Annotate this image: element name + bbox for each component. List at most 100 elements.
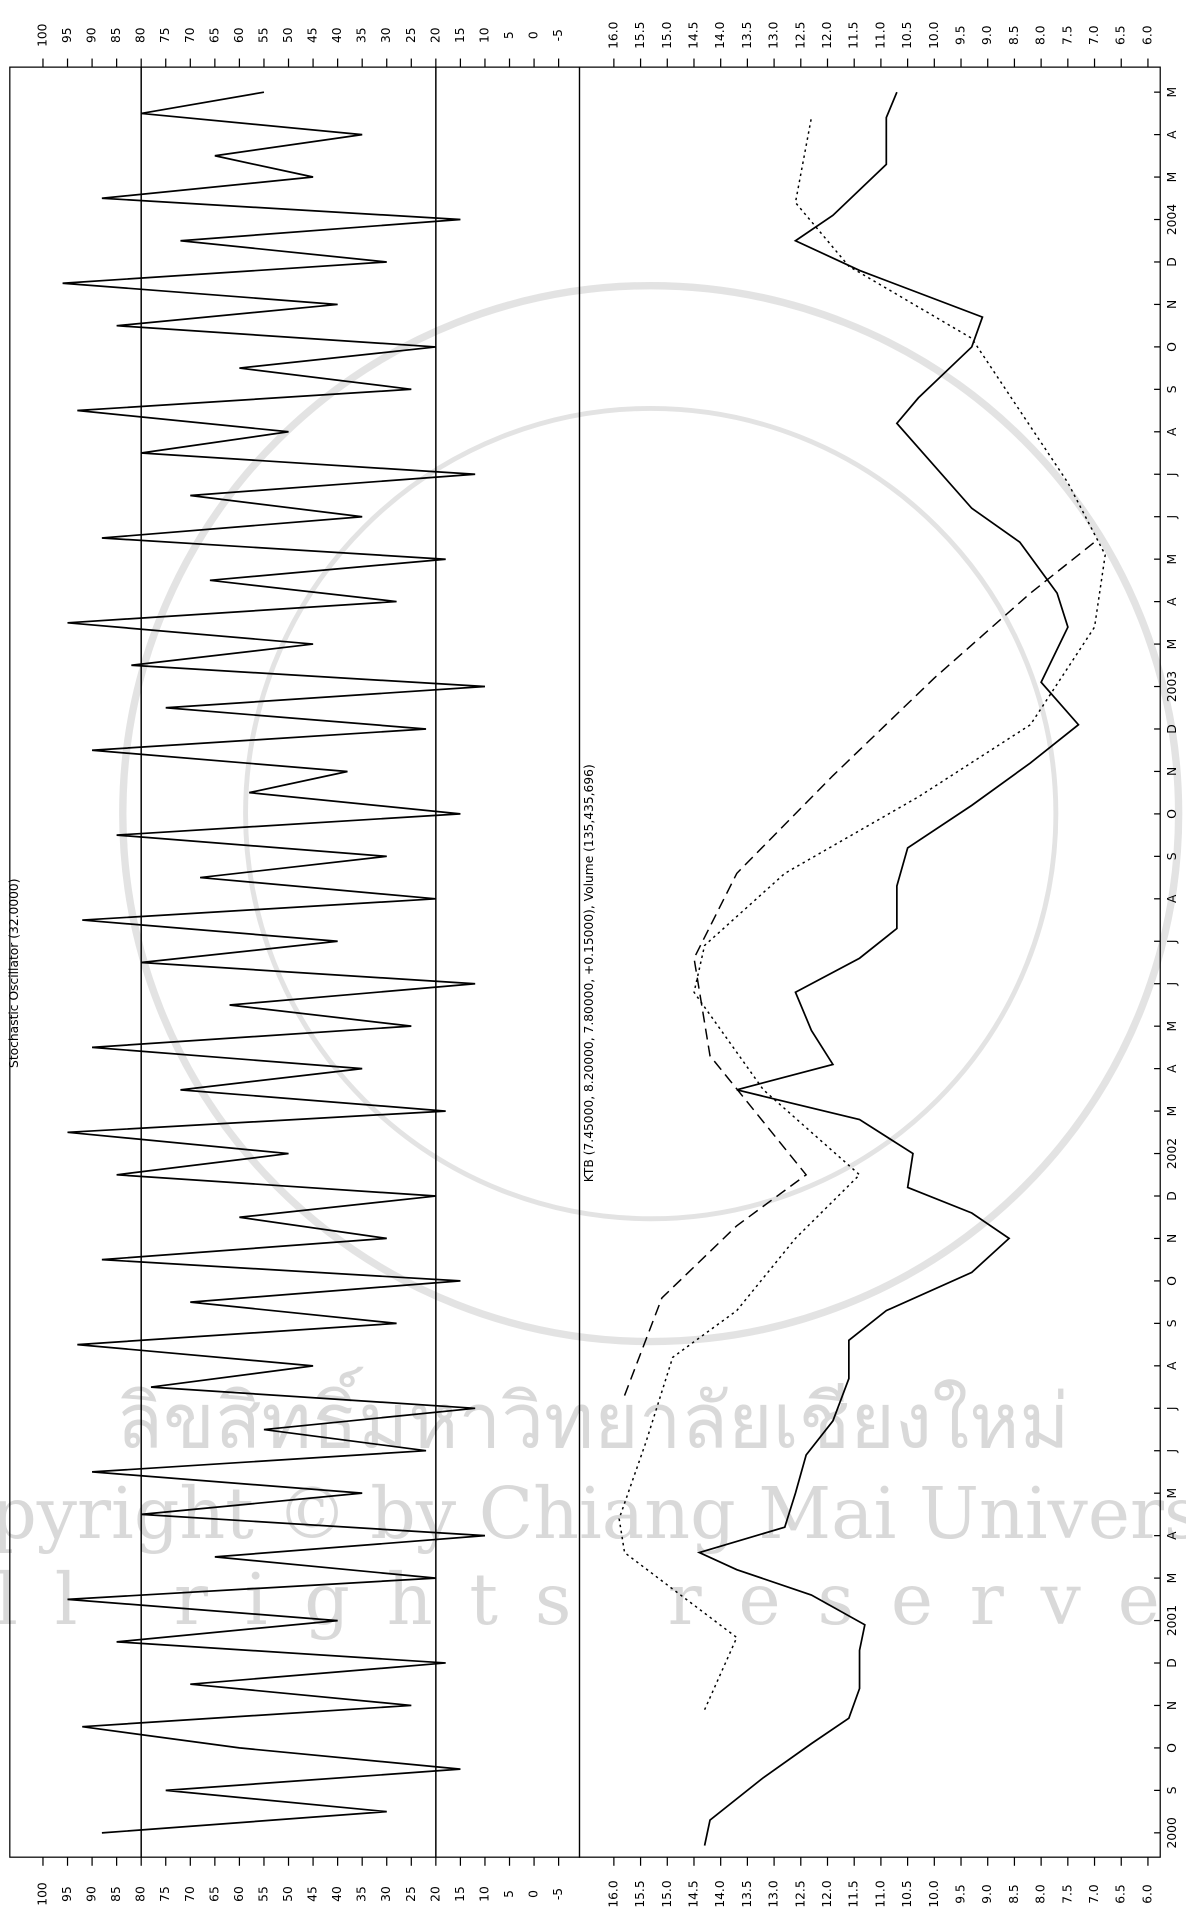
series-line — [696, 91, 1080, 1846]
x-tick-label: M — [1165, 172, 1179, 183]
y-tick-label: 0 — [527, 1890, 541, 1898]
x-tick-label: 2004 — [1165, 204, 1179, 235]
y-tick-label: 100 — [35, 24, 49, 47]
y-tick-label: 6.0 — [1140, 1884, 1154, 1904]
y-tick-label: 55 — [256, 27, 270, 43]
y-tick-label: 25 — [404, 27, 418, 43]
y-tick-label: 5 — [502, 31, 516, 39]
y-tick-label: 85 — [109, 27, 123, 43]
y-tick-label: 8.0 — [1034, 1884, 1048, 1904]
x-tick-label: N — [1165, 767, 1179, 776]
y-tick-label: 60 — [232, 1886, 246, 1902]
y-tick-label: 10 — [477, 27, 491, 43]
y-tick-label: 12.5 — [793, 22, 807, 49]
y-tick-label: -5 — [551, 1888, 565, 1900]
y-tick-label: 15.0 — [660, 22, 674, 49]
watermark-rights: All rights reserved — [0, 1558, 1186, 1641]
y-tick-label: 85 — [109, 1886, 123, 1902]
y-tick-label: 15.5 — [633, 22, 647, 49]
x-tick-label: D — [1165, 257, 1179, 266]
y-tick-label: 12.5 — [793, 1880, 807, 1907]
y-tick-label: 8.5 — [1007, 25, 1021, 45]
y-tick-label: 6.5 — [1114, 25, 1128, 45]
y-tick-label: 15 — [453, 27, 467, 43]
x-tick-label: S — [1165, 1786, 1179, 1794]
y-tick-label: 80 — [134, 1886, 148, 1902]
price-frame — [578, 66, 1161, 1858]
y-tick-label: 20 — [428, 1886, 442, 1902]
y-tick-label: 12.0 — [820, 1880, 834, 1907]
y-tick-label: 14.0 — [713, 1880, 727, 1907]
y-tick-label: 50 — [281, 27, 295, 43]
y-tick-label: 6.5 — [1114, 1884, 1128, 1904]
y-tick-label: 75 — [158, 27, 172, 43]
seal-ring — [243, 405, 1059, 1222]
y-tick-label: 13.0 — [767, 22, 781, 49]
x-tick-label: O — [1165, 342, 1179, 352]
y-tick-label: 80 — [134, 27, 148, 43]
x-tick-label: J — [1165, 939, 1179, 944]
y-tick-label: 95 — [60, 27, 74, 43]
seal-ring — [119, 281, 1183, 1346]
x-tick-label: O — [1165, 809, 1179, 819]
y-tick-label: 10.0 — [927, 1880, 941, 1907]
y-tick-label: 10.5 — [900, 1880, 914, 1907]
y-tick-label: 70 — [183, 27, 197, 43]
y-tick-label: 14.0 — [713, 22, 727, 49]
series-line — [62, 91, 486, 1834]
y-tick-label: 11.5 — [847, 22, 861, 49]
x-tick-label: N — [1165, 1701, 1179, 1710]
y-tick-label: 70 — [183, 1886, 197, 1902]
x-tick-label: D — [1165, 1658, 1179, 1667]
y-tick-label: 9.0 — [980, 25, 994, 45]
y-tick-label: 50 — [281, 1886, 295, 1902]
y-tick-label: 7.0 — [1087, 25, 1101, 45]
x-tick-label: J — [1165, 472, 1179, 477]
x-tick-label: M — [1165, 639, 1179, 650]
y-tick-label: 14.5 — [686, 1880, 700, 1907]
x-tick-label: 2003 — [1165, 671, 1179, 702]
x-tick-label: 2002 — [1165, 1138, 1179, 1169]
y-tick-label: 11.5 — [847, 1880, 861, 1907]
y-tick-label: 10.0 — [927, 22, 941, 49]
y-tick-label: 15 — [453, 1886, 467, 1902]
series-line — [623, 541, 1095, 1396]
y-tick-label: 30 — [379, 27, 393, 43]
y-tick-label: 11.0 — [873, 22, 887, 49]
x-tick-label: A — [1165, 427, 1179, 436]
y-tick-label: 7.5 — [1060, 25, 1074, 45]
y-tick-label: 90 — [85, 1886, 99, 1902]
x-tick-label: N — [1165, 1234, 1179, 1243]
x-tick-label: J — [1165, 1406, 1179, 1411]
x-tick-label: A — [1165, 597, 1179, 606]
x-tick-label: A — [1165, 1361, 1179, 1370]
y-tick-label: 13.5 — [740, 22, 754, 49]
x-tick-label: M — [1165, 1488, 1179, 1499]
series-line — [618, 117, 1106, 1711]
y-tick-label: 60 — [232, 27, 246, 43]
y-tick-label: 65 — [207, 27, 221, 43]
y-tick-label: 7.0 — [1087, 1884, 1101, 1904]
x-tick-label: M — [1165, 87, 1179, 98]
x-tick-label: J — [1165, 515, 1179, 520]
x-tick-label: S — [1165, 1319, 1179, 1327]
y-tick-label: 16.0 — [606, 1880, 620, 1907]
y-tick-label: 40 — [330, 1886, 344, 1902]
y-tick-label: -5 — [551, 29, 565, 41]
watermark: ลิขสิทธิ์มหาวิทยาลัยเชียงใหม่ Copyright … — [0, 281, 1186, 1641]
y-tick-label: 25 — [404, 1886, 418, 1902]
y-tick-label: 11.0 — [873, 1880, 887, 1907]
y-tick-label: 95 — [60, 1886, 74, 1902]
y-tick-label: 8.0 — [1034, 25, 1048, 45]
x-tick-label: M — [1165, 1021, 1179, 1032]
y-tick-label: 15.5 — [633, 1880, 647, 1907]
x-tick-label: 2001 — [1165, 1605, 1179, 1636]
x-tick-label: A — [1165, 130, 1179, 139]
watermark-thai: ลิขสิทธิ์มหาวิทยาลัยเชียงใหม่ — [116, 1366, 1069, 1465]
x-tick-label: J — [1165, 982, 1179, 987]
y-tick-label: 10 — [477, 1886, 491, 1902]
y-tick-label: 65 — [207, 1886, 221, 1902]
y-tick-label: 35 — [355, 1886, 369, 1902]
y-tick-label: 6.0 — [1140, 25, 1154, 45]
